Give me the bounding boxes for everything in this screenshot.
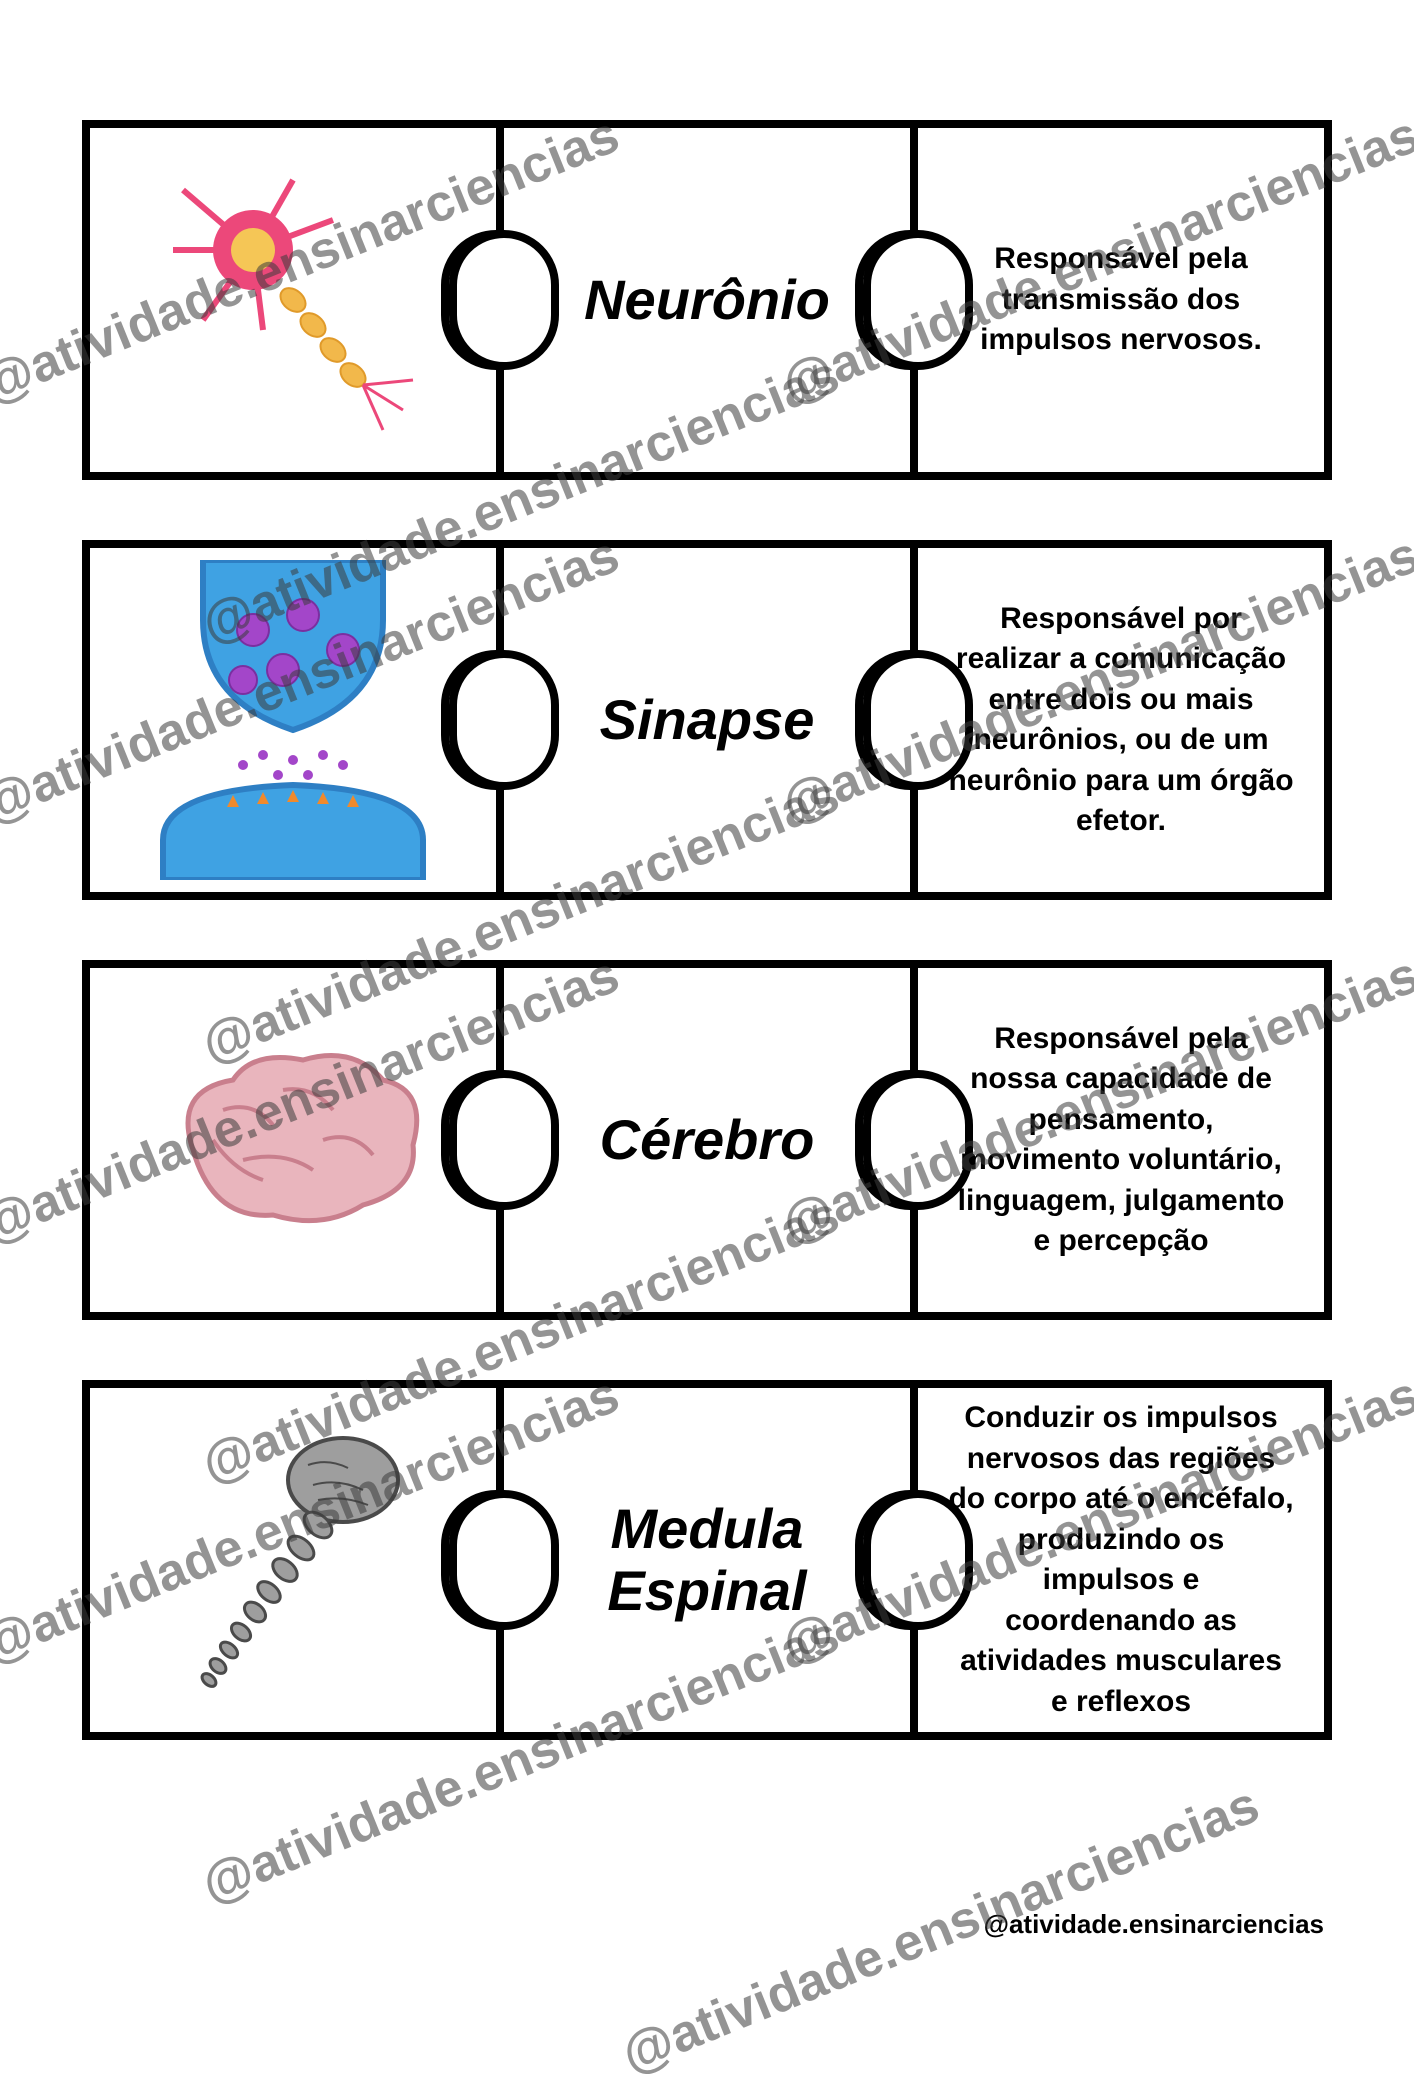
puzzle-piece-desc: Responsável pela nossa capacidade de pen… — [918, 968, 1324, 1312]
card-title: Medula Espinal — [524, 1498, 890, 1621]
puzzle-card: Sinapse Responsável por realizar a comun… — [82, 540, 1332, 900]
brain-icon — [143, 1030, 443, 1250]
synapse-icon — [143, 560, 443, 880]
puzzle-card: Neurônio Responsável pela transmissão do… — [82, 120, 1332, 480]
puzzle-piece-desc: Responsável por realizar a comunicação e… — [918, 548, 1324, 892]
puzzle-piece-image — [90, 128, 504, 472]
worksheet-page: Neurônio Responsável pela transmissão do… — [0, 0, 1414, 2000]
card-description: Responsável pela transmissão dos impulso… — [938, 239, 1304, 361]
card-description: Responsável por realizar a comunicação e… — [938, 599, 1304, 842]
footer-credit: @atividade.ensinarciencias — [984, 1909, 1324, 1940]
card-description: Conduzir os impulsos nervosos das regiõe… — [938, 1398, 1304, 1722]
spinal-cord-icon — [143, 1410, 443, 1710]
puzzle-piece-title: Medula Espinal — [504, 1388, 918, 1732]
card-description: Responsável pela nossa capacidade de pen… — [938, 1019, 1304, 1262]
puzzle-piece-desc: Responsável pela transmissão dos impulso… — [918, 128, 1324, 472]
puzzle-card: Medula Espinal Conduzir os impulsos nerv… — [82, 1380, 1332, 1740]
puzzle-card: Cérebro Responsável pela nossa capacidad… — [82, 960, 1332, 1320]
puzzle-piece-image — [90, 548, 504, 892]
neuron-icon — [143, 160, 443, 440]
puzzle-piece-image — [90, 968, 504, 1312]
puzzle-piece-desc: Conduzir os impulsos nervosos das regiõe… — [918, 1388, 1324, 1732]
puzzle-knob — [449, 650, 559, 790]
card-title: Sinapse — [600, 689, 815, 751]
card-title: Neurônio — [584, 269, 830, 331]
card-title: Cérebro — [600, 1109, 815, 1171]
puzzle-knob — [449, 1070, 559, 1210]
puzzle-knob — [449, 230, 559, 370]
puzzle-piece-image — [90, 1388, 504, 1732]
